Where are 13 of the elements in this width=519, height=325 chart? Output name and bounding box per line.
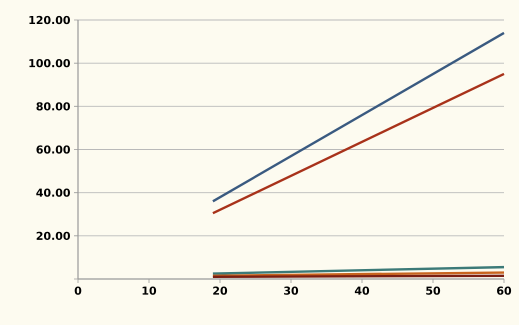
y-tick-label: 40.00 xyxy=(36,188,70,197)
x-tick-label: 20 xyxy=(213,286,228,295)
y-tick-label: 100.00 xyxy=(29,59,70,68)
x-tick-label: 50 xyxy=(426,286,440,295)
x-tick-label: 0 xyxy=(74,286,82,295)
x-tick-label: 60 xyxy=(497,286,512,295)
y-tick-label: 80.00 xyxy=(36,102,70,110)
y-tick-label: 20.00 xyxy=(36,232,70,240)
y-tick-label: 60.00 xyxy=(36,145,70,154)
x-tick-label: 30 xyxy=(284,286,298,295)
x-tick-label: 40 xyxy=(354,286,370,295)
y-tick-label: 120.00 xyxy=(29,16,70,24)
x-tick-label: 10 xyxy=(142,286,156,295)
